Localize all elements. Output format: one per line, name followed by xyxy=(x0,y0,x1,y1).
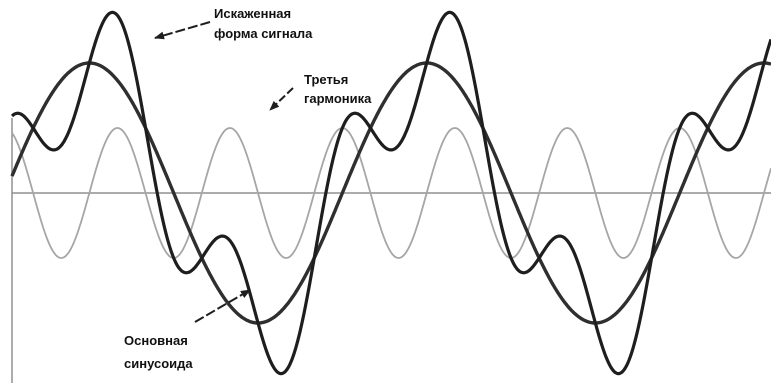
third-harmonic-label-line1: Третья xyxy=(304,72,348,87)
fundamental-arrow xyxy=(194,289,251,323)
distorted-label-line2: форма сигнала xyxy=(214,26,313,41)
fundamental-label-line2: синусоида xyxy=(124,356,193,371)
distorted-arrow xyxy=(154,21,211,40)
third-harmonic-arrow xyxy=(269,87,294,111)
third-harmonic-label-line2: гармоника xyxy=(304,91,372,106)
distorted-waveform xyxy=(10,10,771,376)
fundamental-sine-wave xyxy=(10,61,771,325)
third-harmonic-wave xyxy=(11,127,771,259)
distorted-label-line1: Искаженная xyxy=(214,6,291,21)
fundamental-label-line1: Основная xyxy=(124,333,188,348)
